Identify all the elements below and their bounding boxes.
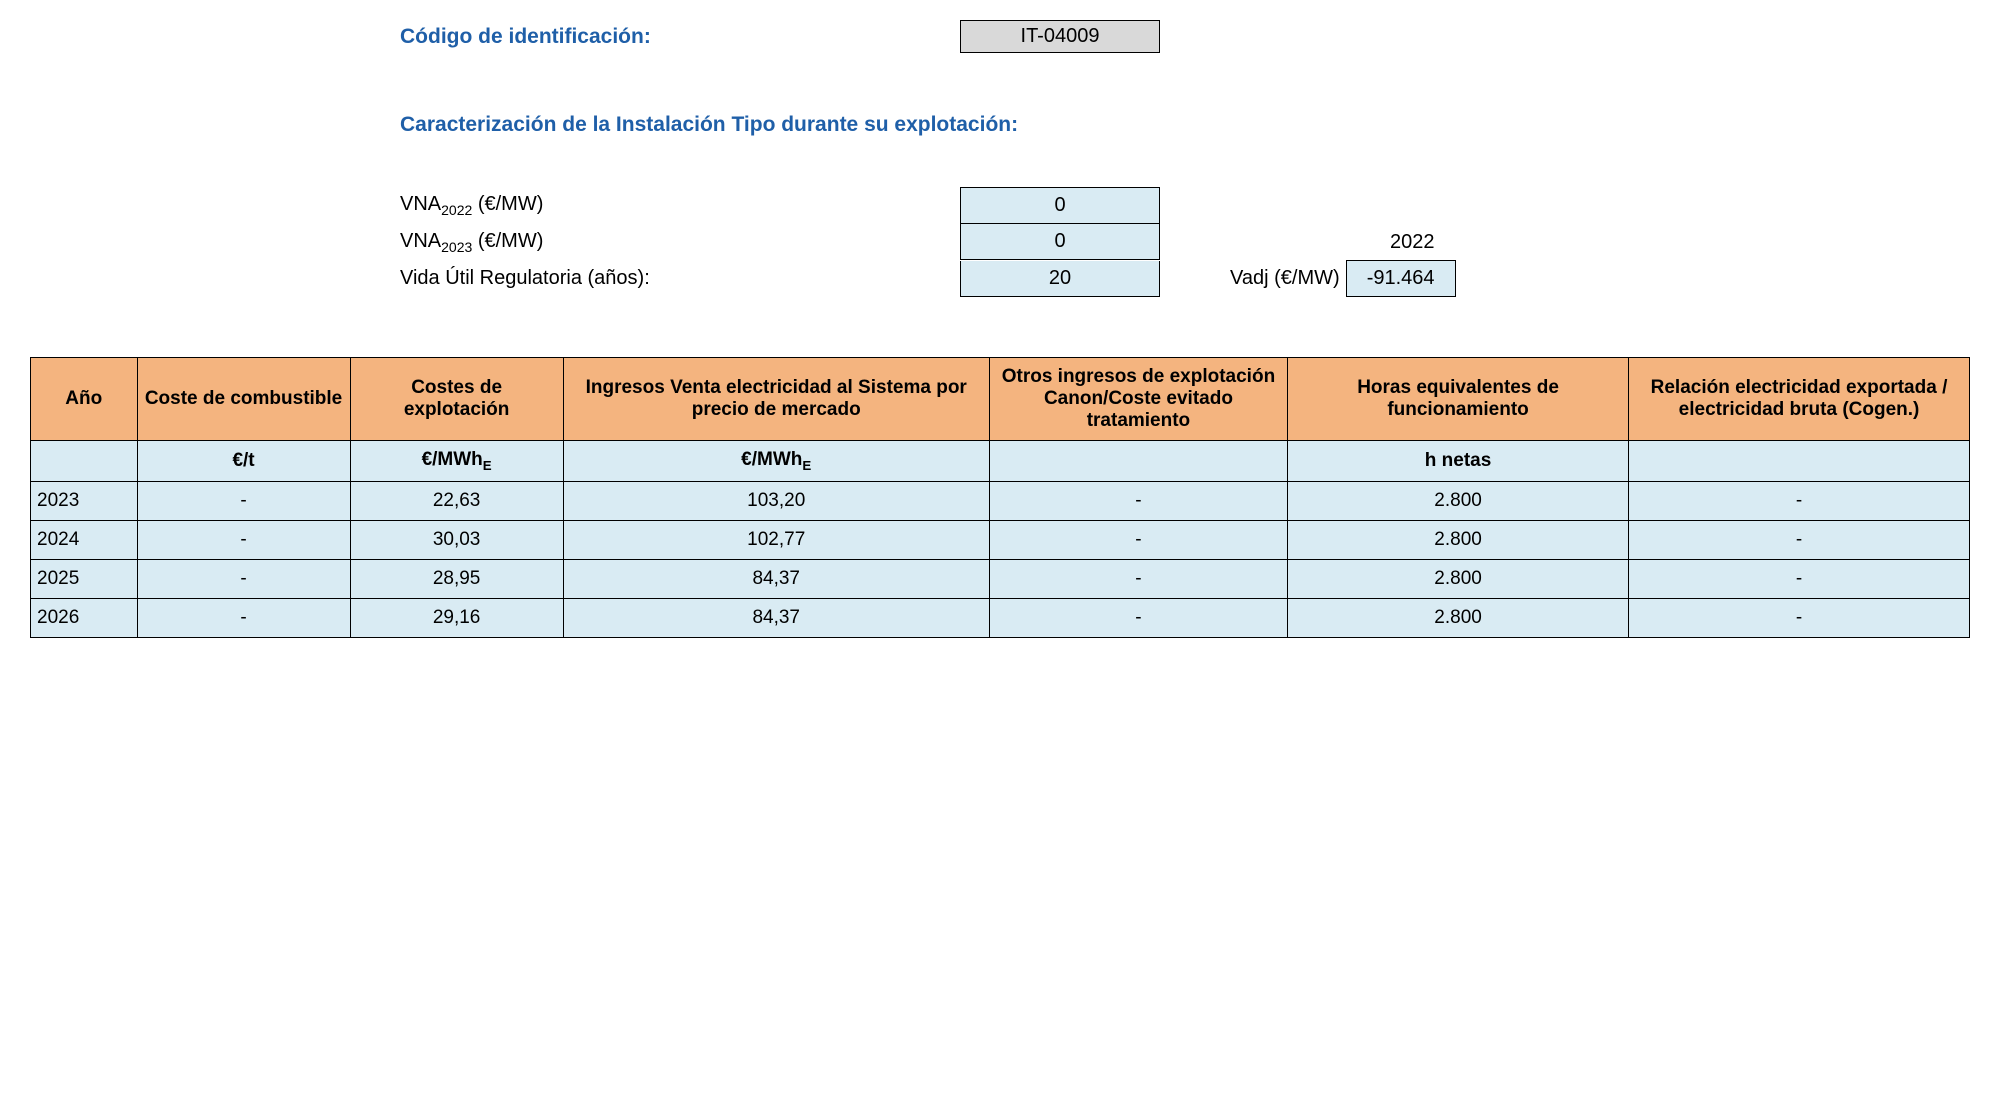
cell-comb: - [137,520,350,559]
cell-year: 2023 [31,481,138,520]
cell-horas: 2.800 [1288,481,1629,520]
cell-otros: - [989,520,1287,559]
code-row: Código de identificación: IT-04009 [400,20,1970,53]
cell-ing: 102,77 [563,520,989,559]
unit-expl: €/MWhE [350,441,563,482]
cell-comb: - [137,559,350,598]
section-title: Caracterización de la Instalación Tipo d… [400,113,1970,137]
table-row: 2024 - 30,03 102,77 - 2.800 - [31,520,1970,559]
cell-year: 2024 [31,520,138,559]
col-header-rel: Relación electricidad exportada / electr… [1629,358,1970,441]
cell-year: 2026 [31,598,138,637]
col-header-ing: Ingresos Venta electricidad al Sistema p… [563,358,989,441]
col-header-otros: Otros ingresos de explotación Canon/Cost… [989,358,1287,441]
cell-otros: - [989,559,1287,598]
cell-expl: 29,16 [350,598,563,637]
unit-comb: €/t [137,441,350,482]
col-header-expl: Costes de explotación [350,358,563,441]
col-header-horas: Horas equivalentes de funcionamiento [1288,358,1629,441]
header-section: Código de identificación: IT-04009 Carac… [400,20,1970,297]
cell-rel: - [1629,481,1970,520]
cell-horas: 2.800 [1288,598,1629,637]
unit-ano [31,441,138,482]
unit-ing: €/MWhE [563,441,989,482]
cell-rel: - [1629,559,1970,598]
table-row: 2023 - 22,63 103,20 - 2.800 - [31,481,1970,520]
code-value-box: IT-04009 [960,20,1160,53]
vadj-label: Vadj (€/MW) [1230,267,1340,290]
unit-otros [989,441,1287,482]
vna2023-row: VNA2023 (€/MW) 0 2022 [400,224,1970,260]
cell-comb: - [137,598,350,637]
vna2023-value: 0 [960,224,1160,260]
vna2023-label: VNA2023 (€/MW) [400,230,960,255]
table-row: 2025 - 28,95 84,37 - 2.800 - [31,559,1970,598]
cell-year: 2025 [31,559,138,598]
code-label: Código de identificación: [400,25,960,49]
cell-otros: - [989,598,1287,637]
vida-label: Vida Útil Regulatoria (años): [400,267,960,290]
cell-comb: - [137,481,350,520]
cell-expl: 22,63 [350,481,563,520]
cell-expl: 30,03 [350,520,563,559]
vna2022-row: VNA2022 (€/MW) 0 [400,187,1970,224]
vida-value: 20 [960,261,1160,297]
vna2022-label: VNA2022 (€/MW) [400,193,960,218]
vida-row: Vida Útil Regulatoria (años): 20 Vadj (€… [400,260,1970,297]
side-year: 2022 [1390,231,1435,254]
cell-ing: 84,37 [563,598,989,637]
cell-horas: 2.800 [1288,559,1629,598]
cell-ing: 84,37 [563,559,989,598]
cell-expl: 28,95 [350,559,563,598]
cell-rel: - [1629,598,1970,637]
table-body: €/t €/MWhE €/MWhE h netas 2023 - 22,63 1… [31,441,1970,638]
units-row: €/t €/MWhE €/MWhE h netas [31,441,1970,482]
table-header-row: Año Coste de combustible Costes de explo… [31,358,1970,441]
unit-rel [1629,441,1970,482]
unit-horas: h netas [1288,441,1629,482]
col-header-ano: Año [31,358,138,441]
col-header-comb: Coste de combustible [137,358,350,441]
cell-rel: - [1629,520,1970,559]
cell-otros: - [989,481,1287,520]
vna2022-value: 0 [960,187,1160,224]
data-table: Año Coste de combustible Costes de explo… [30,357,1970,638]
cell-ing: 103,20 [563,481,989,520]
vadj-value: -91.464 [1346,260,1456,297]
vadj-row: Vadj (€/MW) -91.464 [1230,260,1456,297]
table-row: 2026 - 29,16 84,37 - 2.800 - [31,598,1970,637]
cell-horas: 2.800 [1288,520,1629,559]
